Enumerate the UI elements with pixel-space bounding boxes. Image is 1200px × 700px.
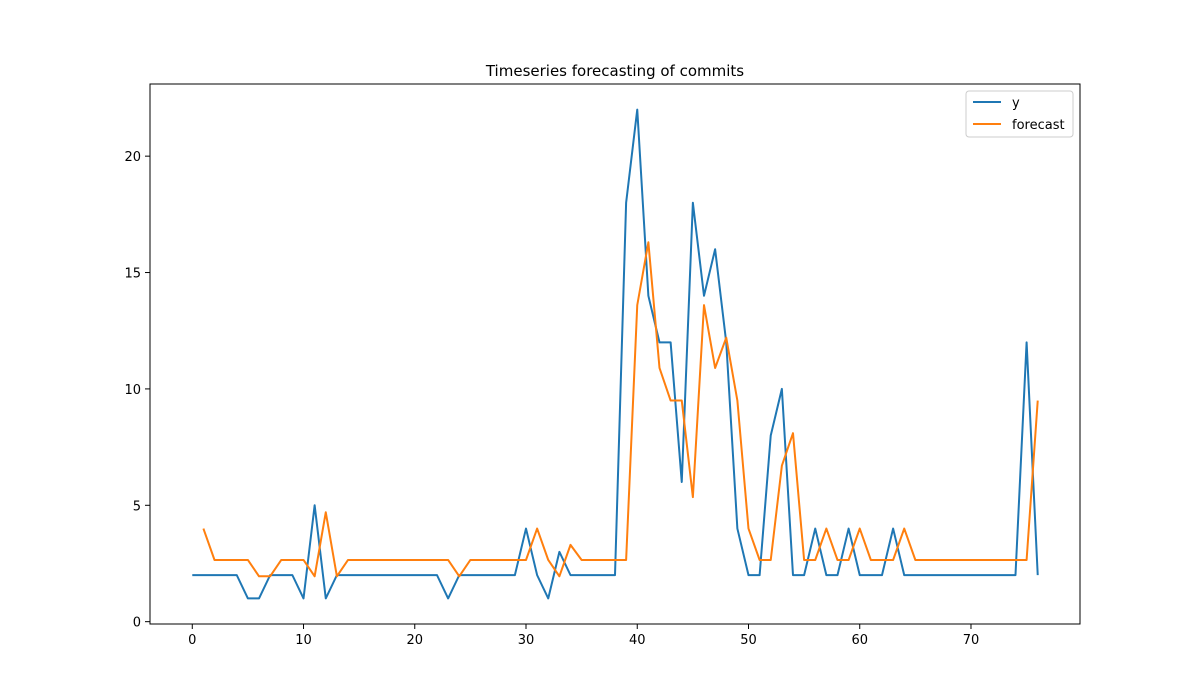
- y-tick-label: 5: [133, 499, 141, 514]
- x-tick-label: 50: [740, 633, 757, 648]
- legend: y forecast: [965, 90, 1074, 138]
- series-layer: [192, 108, 1039, 600]
- x-tick-label: 70: [963, 633, 980, 648]
- series-line-y: [192, 108, 1039, 600]
- y-tick-label: 20: [124, 150, 141, 165]
- y-tick-label: 15: [124, 267, 141, 282]
- series-line-forecast: [202, 241, 1039, 578]
- legend-label-y: y: [1012, 96, 1020, 111]
- y-tick-label: 0: [133, 616, 141, 631]
- plot-frame: [149, 83, 1081, 625]
- x-axis-ticks: 0 10 20 30 40 50 60 70: [188, 624, 979, 648]
- x-tick-label: 0: [188, 633, 196, 648]
- plot-area: [150, 84, 1080, 624]
- x-tick-label: 20: [406, 633, 423, 648]
- x-tick-label: 40: [629, 633, 646, 648]
- x-tick-label: 60: [851, 633, 868, 648]
- x-tick-label: 10: [295, 633, 312, 648]
- legend-label-forecast: forecast: [1012, 118, 1065, 133]
- x-tick-label: 30: [518, 633, 535, 648]
- y-tick-label: 10: [124, 383, 141, 398]
- axes-layer: [149, 83, 1081, 625]
- y-axis-ticks: 0 5 10 15 20: [124, 150, 150, 631]
- chart-title: Timeseries forecasting of commits: [485, 62, 744, 80]
